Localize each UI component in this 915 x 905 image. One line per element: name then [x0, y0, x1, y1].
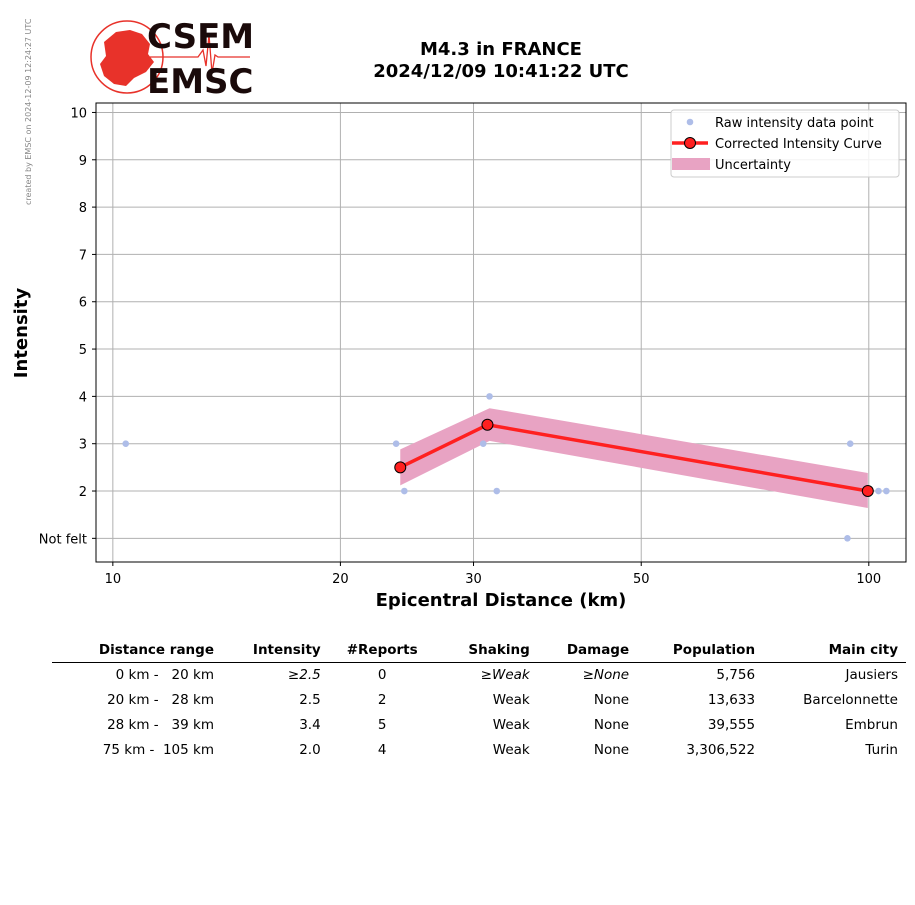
- cell-damage: None: [593, 717, 630, 733]
- y-tick-label: 4: [79, 390, 87, 405]
- cell-intensity: 3.4: [299, 717, 321, 733]
- raw-data-point: [883, 487, 890, 495]
- cell-city: Turin: [865, 742, 898, 758]
- cell-range: 28 km - 39 km: [107, 717, 214, 733]
- corrected-curve: [394, 418, 874, 498]
- legend: Raw intensity data point Corrected Inten…: [670, 109, 900, 178]
- col-damage: Damage: [537, 640, 638, 663]
- cell-damage: None: [593, 742, 630, 758]
- cell-range: 0 km - 20 km: [115, 667, 214, 683]
- x-ticks: 10 20 30 50 100: [105, 562, 881, 587]
- x-tick-label: 50: [633, 572, 650, 587]
- raw-data-point: [479, 440, 487, 448]
- creation-watermark: created by EMSC on 2024-12-09 12:24:27 U…: [24, 18, 33, 205]
- legend-uncertainty-swatch: [672, 158, 710, 170]
- cell-damage: ≥None: [582, 667, 630, 683]
- plot-frame: [95, 102, 907, 563]
- cell-population: 13,633: [707, 692, 756, 708]
- emsc-logo: CSEM EMSC: [90, 17, 254, 102]
- cell-reports: 0: [377, 667, 387, 683]
- cell-damage: None: [593, 692, 630, 708]
- raw-data-point: [401, 487, 408, 495]
- table-row: 75 km - 105 km 2.0 4 Weak None 3,306,522…: [52, 738, 906, 763]
- y-tick-label: 10: [70, 106, 87, 121]
- legend-curve-marker: [684, 137, 696, 149]
- col-reports: #Reports: [328, 640, 440, 663]
- legend-raw-label: Raw intensity data point: [715, 116, 874, 131]
- logo-seismogram-line: [150, 34, 250, 74]
- grid-lines: [96, 103, 906, 562]
- intensity-summary-table: Distance range Intensity #Reports Shakin…: [52, 640, 906, 763]
- cell-population: 3,306,522: [686, 742, 756, 758]
- col-population: Population: [637, 640, 764, 663]
- y-tick-label: 2: [79, 485, 87, 500]
- uncertainty-area: [400, 408, 868, 509]
- cell-city: Barcelonnette: [803, 692, 898, 708]
- legend-uncertainty-label: Uncertainty: [715, 158, 791, 173]
- intensity-chart: created by EMSC on 2024-12-09 12:24:27 U…: [11, 17, 907, 611]
- col-intensity: Intensity: [222, 640, 329, 663]
- x-tick-label: 20: [332, 572, 349, 587]
- cell-range: 20 km - 28 km: [107, 692, 214, 708]
- y-ticks: Not felt 2 3 4 5 6 7 8 9 10: [39, 106, 96, 547]
- cell-intensity: 2.0: [299, 742, 321, 758]
- logo-line-1: CSEM: [147, 17, 254, 57]
- chart-title-line-2: 2024/12/09 10:41:22 UTC: [373, 61, 629, 82]
- cell-shaking: Weak: [492, 742, 530, 758]
- legend-curve-label: Corrected Intensity Curve: [715, 137, 882, 152]
- raw-data-point: [122, 440, 130, 448]
- table-row: 28 km - 39 km 3.4 5 Weak None 39,555 Emb…: [52, 713, 906, 738]
- x-tick-label: 100: [856, 572, 881, 587]
- y-tick-label: 5: [79, 343, 87, 358]
- curve-point: [861, 485, 874, 498]
- y-tick-label: 7: [79, 248, 87, 263]
- legend-box: [670, 109, 900, 178]
- raw-data-point: [846, 440, 854, 448]
- cell-reports: 4: [377, 742, 387, 758]
- cell-population: 39,555: [707, 717, 756, 733]
- cell-intensity: ≥2.5: [287, 667, 321, 683]
- cell-range: 75 km - 105 km: [102, 742, 214, 758]
- cell-reports: 5: [377, 717, 387, 733]
- curve-point: [394, 461, 407, 474]
- x-tick-label: 10: [105, 572, 122, 587]
- raw-data-point: [392, 440, 400, 448]
- y-tick-label: 6: [79, 296, 87, 311]
- chart-title-line-1: M4.3 in FRANCE: [420, 39, 582, 60]
- raw-points: [122, 393, 890, 542]
- curve-point: [481, 418, 494, 431]
- table-row: 0 km - 20 km ≥2.5 0 ≥Weak ≥None 5,756 Ja…: [52, 663, 906, 689]
- y-tick-label: 9: [79, 154, 87, 169]
- logo-line-2: EMSC: [147, 62, 254, 102]
- y-axis-label: Intensity: [11, 288, 32, 379]
- cell-shaking: Weak: [492, 692, 530, 708]
- raw-data-point: [493, 487, 501, 495]
- x-tick-label: 30: [465, 572, 482, 587]
- x-axis-label: Epicentral Distance (km): [376, 590, 627, 611]
- table-row: 20 km - 28 km 2.5 2 Weak None 13,633 Bar…: [52, 688, 906, 713]
- cell-intensity: 2.5: [299, 692, 321, 708]
- cell-city: Embrun: [845, 717, 898, 733]
- cell-reports: 2: [377, 692, 387, 708]
- raw-data-point: [875, 487, 882, 495]
- table-header-row: Distance range Intensity #Reports Shakin…: [52, 640, 906, 663]
- cell-city: Jausiers: [845, 667, 898, 683]
- cell-shaking: ≥Weak: [480, 667, 530, 683]
- raw-data-point: [844, 535, 851, 542]
- cell-population: 5,756: [716, 667, 756, 683]
- raw-data-point: [486, 393, 493, 400]
- col-distance-range: Distance range: [52, 640, 222, 663]
- cell-shaking: Weak: [492, 717, 530, 733]
- col-main-city: Main city: [763, 640, 906, 663]
- y-tick-label: 8: [79, 201, 87, 216]
- col-shaking: Shaking: [439, 640, 538, 663]
- uncertainty-band: [400, 408, 868, 509]
- y-tick-label: 3: [79, 438, 87, 453]
- logo-europe-shape: [100, 30, 154, 86]
- y-tick-label: Not felt: [39, 532, 87, 547]
- legend-raw-marker: [686, 118, 694, 126]
